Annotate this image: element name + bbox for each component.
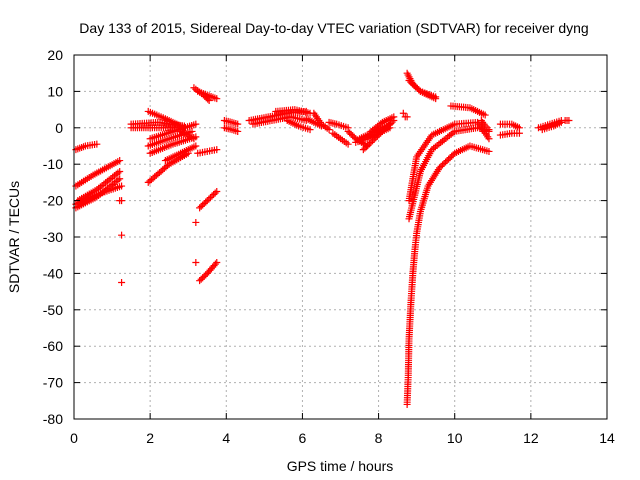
y-tick-label: -30 <box>43 229 63 245</box>
data-point <box>481 111 489 119</box>
data-point <box>213 258 221 266</box>
data-point <box>211 260 219 268</box>
data-point <box>377 129 385 137</box>
data-point <box>515 129 523 137</box>
data-point <box>380 126 388 134</box>
data-point <box>118 182 126 190</box>
data-point <box>378 127 386 135</box>
data-point <box>203 197 211 205</box>
data-point <box>192 218 200 226</box>
y-tick-label: 20 <box>47 47 63 63</box>
y-tick-label: -20 <box>43 193 63 209</box>
y-tick-label: -50 <box>43 302 63 318</box>
data-point <box>213 188 221 195</box>
data-point <box>432 95 440 103</box>
data-point <box>116 175 124 183</box>
data-point <box>118 279 126 286</box>
data-point <box>234 127 242 135</box>
data-point <box>365 140 373 148</box>
data-point <box>325 126 333 134</box>
data-point <box>190 135 198 143</box>
data-point <box>377 120 385 128</box>
axis-ticks: 0 2 4 6 8 10 12 14 20 10 0 -10 -20 -30 -40 -50 -60 -70 -80 <box>43 47 615 446</box>
data-point <box>118 197 126 205</box>
y-tick-label: -40 <box>43 265 63 281</box>
data-point <box>211 189 219 197</box>
data-point <box>116 157 124 165</box>
y-tick-label: 10 <box>47 83 63 99</box>
x-tick-label: 0 <box>70 430 78 446</box>
data-point <box>383 123 391 131</box>
data-point <box>369 137 377 145</box>
gridlines <box>74 55 607 419</box>
x-axis-title: GPS time / hours <box>287 458 394 474</box>
y-tick-label: -10 <box>43 156 63 172</box>
data-point <box>370 135 378 143</box>
chart-title: Day 133 of 2015, Sidereal Day-to-day VTE… <box>79 20 588 36</box>
x-tick-label: 2 <box>146 430 154 446</box>
data-point <box>205 195 213 203</box>
data-point <box>213 146 221 154</box>
data-point <box>210 191 218 199</box>
data-point <box>485 135 493 143</box>
data-point <box>192 120 200 128</box>
data-point <box>234 120 242 128</box>
data-point <box>415 86 423 94</box>
data-point <box>557 118 565 126</box>
x-tick-label: 14 <box>599 430 615 446</box>
data-point <box>407 78 415 86</box>
data-point <box>372 134 380 142</box>
data-points <box>72 69 573 408</box>
data-point <box>164 162 172 170</box>
data-point <box>485 126 493 134</box>
data-point <box>373 132 381 140</box>
data-point <box>382 124 390 132</box>
data-point <box>93 140 101 148</box>
data-point <box>306 126 314 134</box>
data-point <box>408 80 416 88</box>
data-point <box>413 84 421 92</box>
x-tick-label: 6 <box>299 430 307 446</box>
data-point <box>367 138 375 146</box>
data-point <box>390 113 398 121</box>
data-point <box>202 198 210 206</box>
data-point <box>118 231 126 239</box>
y-tick-label: -80 <box>43 411 63 427</box>
data-point <box>565 117 573 125</box>
data-point <box>375 131 383 139</box>
y-tick-label: -70 <box>43 375 63 391</box>
data-point <box>208 192 216 200</box>
data-point <box>485 147 493 155</box>
data-point <box>403 113 411 121</box>
data-point <box>385 121 393 129</box>
y-tick-label: -60 <box>43 338 63 354</box>
y-axis-title: SDTVAR / TECUs <box>6 181 22 293</box>
data-point <box>206 194 214 202</box>
data-point <box>410 81 418 89</box>
data-point <box>213 95 221 103</box>
data-point <box>188 127 196 135</box>
data-point <box>116 167 124 175</box>
x-tick-label: 12 <box>523 430 539 446</box>
data-point <box>405 76 413 84</box>
data-point <box>399 109 407 117</box>
x-tick-label: 4 <box>222 430 230 446</box>
data-point <box>344 140 352 148</box>
data-point <box>412 83 420 91</box>
x-tick-label: 10 <box>447 430 463 446</box>
data-point <box>192 142 200 150</box>
data-point <box>192 258 200 266</box>
x-tick-label: 8 <box>375 430 383 446</box>
y-tick-label: 0 <box>55 120 63 136</box>
